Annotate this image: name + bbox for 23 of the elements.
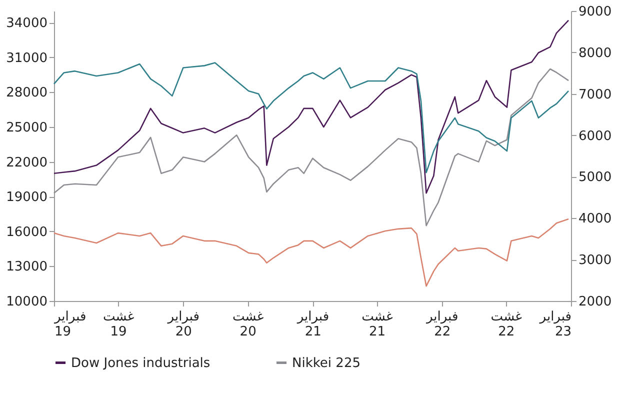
y-tick-label: 34000	[6, 16, 48, 32]
y2-tick-label: 6000	[578, 128, 612, 144]
y-tick-label: 16000	[6, 224, 48, 240]
y2-tick-label: 8000	[578, 46, 612, 61]
y-tick-label: 25000	[6, 120, 48, 136]
y2-tick-label: 7000	[578, 87, 612, 102]
y-tick-label: 13000	[6, 260, 48, 275]
line-series	[53, 62, 570, 174]
line-series	[53, 20, 570, 194]
y2-tick-label: 5000	[578, 170, 612, 186]
y2-tick-label: 4000	[578, 212, 612, 227]
line-series	[53, 68, 570, 226]
legend-label: Nikkei 225	[292, 356, 360, 371]
line-series	[53, 218, 570, 287]
y-tick-label: 19000	[6, 190, 48, 206]
y2-tick-label: 9000	[578, 4, 612, 20]
legend-label: Dow Jones industrials	[71, 356, 210, 371]
y2-tick-label: 3000	[578, 253, 612, 268]
y-tick-label: 31000	[6, 50, 48, 66]
y2-tick-label: 2000	[578, 294, 612, 310]
y-tick-label: 22000	[6, 155, 48, 170]
y-tick-label: 28000	[6, 86, 48, 101]
y-tick-label: 10000	[6, 294, 48, 310]
